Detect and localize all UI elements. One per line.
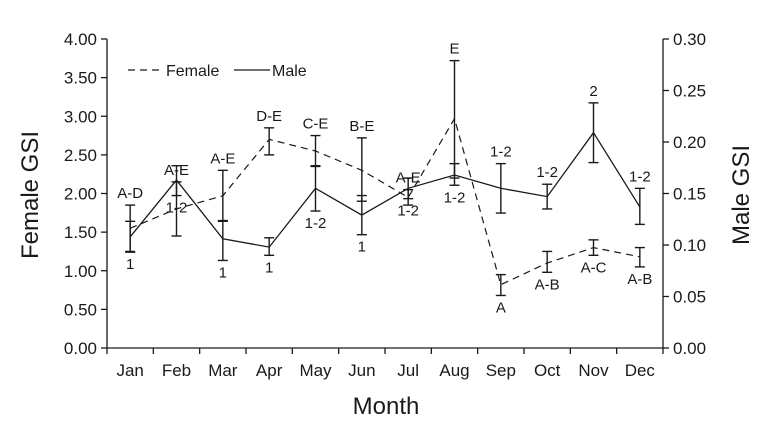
female-significance-label: A — [496, 299, 506, 316]
female-series-line — [129, 117, 640, 286]
x-tick-label: Feb — [162, 361, 191, 380]
female-significance-label: A-D — [117, 185, 143, 202]
female-significance-label: A-B — [627, 271, 652, 288]
y-right-tick-label: 0.15 — [673, 185, 706, 204]
y-axis-left-title: Female GSI — [17, 131, 44, 259]
male-significance-label: 1 — [265, 259, 273, 276]
x-tick-label: Oct — [534, 361, 561, 380]
legend-female-label: Female — [166, 63, 219, 80]
x-tick-label: Dec — [625, 361, 656, 380]
male-significance-label: 1 — [358, 239, 366, 256]
labels-layer: A-D A-E A-E D-E C-E B-E A-E E A A-B A-C A-B 1 1-2 1 1 1-… — [117, 41, 652, 317]
series-layer — [125, 59, 645, 297]
female-significance-label: A-E — [210, 150, 235, 167]
y-right-tick-label: 0.10 — [673, 236, 706, 255]
male-significance-label: 1-2 — [305, 215, 327, 232]
female-significance-label: E — [449, 41, 459, 58]
male-significance-label: 1-2 — [536, 164, 558, 181]
female-significance-label: A-E — [396, 170, 421, 187]
x-tick-label: Aug — [439, 361, 469, 380]
x-tick-label: Sep — [486, 361, 516, 380]
y-right-tick-label: 0.00 — [673, 339, 706, 358]
male-significance-label: 1 — [219, 264, 227, 281]
female-significance-label: A-C — [581, 259, 607, 276]
male-significance-label: 1-2 — [444, 189, 466, 206]
male-significance-label: 1-2 — [397, 203, 419, 220]
female-significance-label: D-E — [256, 108, 282, 125]
y-right-tick-label: 0.25 — [673, 82, 706, 101]
y-axis-right-title: Male GSI — [728, 145, 755, 245]
male-significance-label: 1-2 — [490, 144, 512, 161]
x-tick-label: Nov — [578, 361, 609, 380]
y-left-tick-label: 0.50 — [64, 300, 97, 319]
y-right-tick-label: 0.05 — [673, 288, 706, 307]
male-significance-label: 1 — [126, 256, 134, 273]
legend-male-label: Male — [272, 63, 307, 80]
axes-layer: 0.00 0.50 1.00 1.50 2.00 2.50 3.00 3.50 4.00 0.00… — [64, 30, 706, 380]
y-right-tick-label: 0.30 — [673, 30, 706, 49]
y-left-tick-label: 3.00 — [64, 107, 97, 126]
male-significance-label: 2 — [589, 83, 597, 100]
male-significance-label: 1-2 — [629, 168, 651, 185]
x-tick-label: Jul — [397, 361, 419, 380]
x-tick-label: Jun — [348, 361, 375, 380]
x-axis-title: Month — [353, 393, 420, 420]
y-left-tick-label: 2.00 — [64, 185, 97, 204]
y-left-tick-label: 1.00 — [64, 262, 97, 281]
y-left-tick-label: 0.00 — [64, 339, 97, 358]
y-left-tick-label: 1.50 — [64, 223, 97, 242]
x-tick-label: May — [299, 361, 332, 380]
male-significance-label: 1-2 — [166, 200, 188, 217]
y-left-tick-label: 3.50 — [64, 69, 97, 88]
male-series-line — [129, 131, 641, 248]
legend: Female Male — [128, 63, 307, 80]
y-left-tick-label: 2.50 — [64, 146, 97, 165]
female-significance-label: A-B — [535, 276, 560, 293]
x-tick-label: Mar — [208, 361, 238, 380]
x-tick-label: Jan — [116, 361, 143, 380]
female-significance-label: B-E — [349, 118, 374, 135]
female-significance-label: A-E — [164, 162, 189, 179]
y-right-tick-label: 0.20 — [673, 133, 706, 152]
x-tick-label: Apr — [256, 361, 283, 380]
y-left-tick-label: 4.00 — [64, 30, 97, 49]
female-significance-label: C-E — [303, 116, 329, 133]
